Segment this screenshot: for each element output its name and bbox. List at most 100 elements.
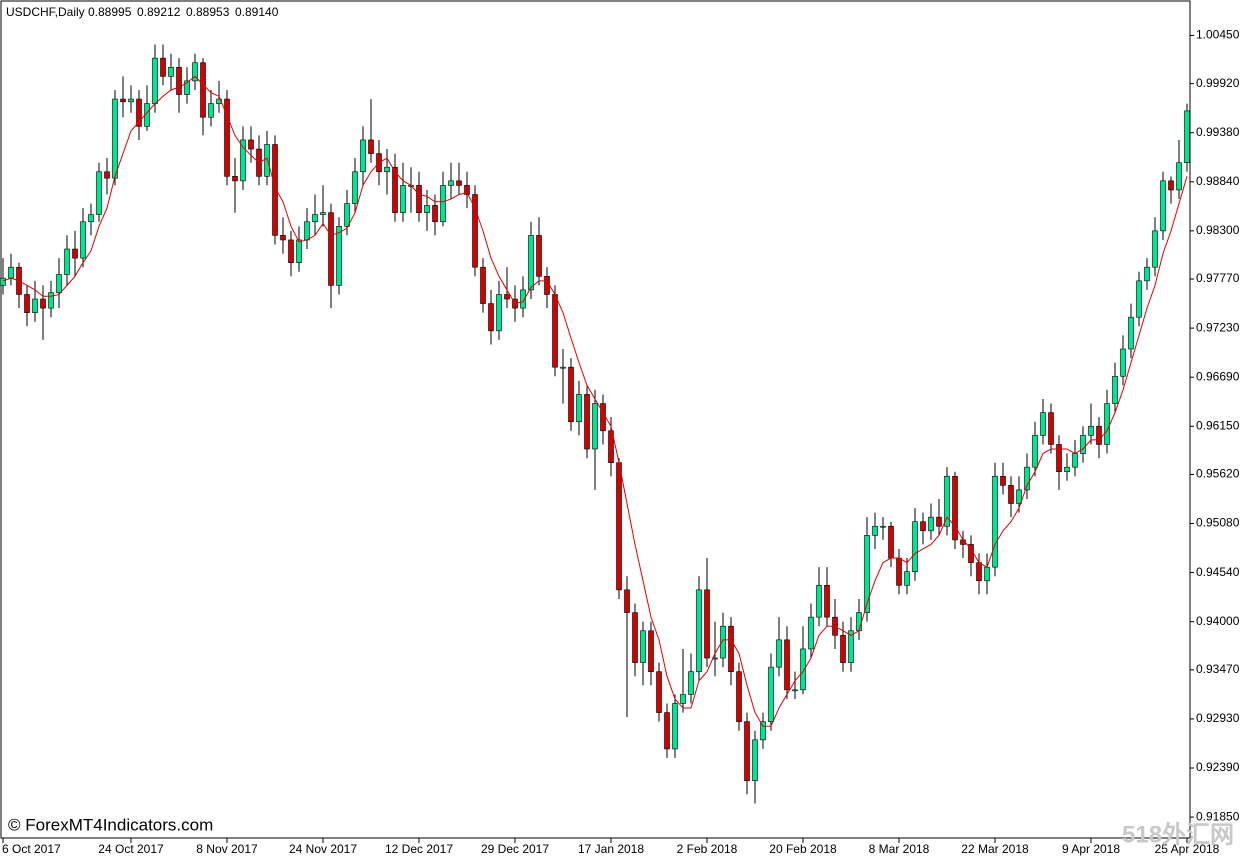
candle-body	[496, 294, 502, 332]
y-tick-label: 0.95080	[1196, 516, 1240, 530]
candle-body	[1136, 280, 1142, 318]
candle-body	[528, 235, 534, 291]
candle-body	[936, 516, 942, 527]
candle-body	[944, 475, 950, 527]
candle-body	[976, 562, 982, 582]
candle-body	[336, 226, 342, 286]
candle-body	[848, 630, 854, 663]
candle-body	[0, 277, 6, 286]
y-tick-label: 0.95620	[1196, 467, 1240, 481]
candle-body	[552, 294, 558, 368]
candle-body	[720, 625, 726, 659]
candle-body	[1032, 435, 1038, 468]
candle-body	[672, 703, 678, 750]
candle-body	[80, 221, 86, 259]
x-tick-label: 29 Dec 2017	[481, 842, 549, 856]
candle-body	[104, 171, 110, 179]
candle-body	[1144, 266, 1150, 282]
candle-body	[152, 57, 158, 104]
candle-body	[40, 298, 46, 309]
candle-body	[64, 248, 70, 275]
candle-body	[1048, 412, 1054, 445]
quote-values: 0.88995 0.89212 0.88953 0.89140	[88, 5, 279, 19]
candle-body	[56, 274, 62, 293]
candle-body	[768, 666, 774, 722]
candle-body	[464, 185, 470, 195]
moving-average	[2, 75, 1188, 727]
candle-body	[616, 462, 622, 591]
candle-body	[744, 721, 750, 782]
candle-body	[696, 589, 702, 672]
y-tick-label: 0.98300	[1196, 223, 1240, 237]
y-tick-label: 0.91850	[1196, 809, 1240, 823]
candle-body	[320, 212, 326, 215]
candle-body	[664, 712, 670, 750]
candle-body	[96, 171, 102, 215]
candle-body	[184, 80, 190, 95]
candle-body	[680, 694, 686, 704]
candle-body	[1040, 412, 1046, 436]
y-tick-label: 0.96690	[1196, 369, 1240, 383]
candle-body	[800, 648, 806, 691]
candle-body	[1008, 485, 1014, 504]
chart-title: USDCHF,Daily	[6, 5, 85, 19]
candle-body	[824, 585, 830, 618]
x-tick-label: 2 Feb 2018	[677, 842, 738, 856]
candle-body	[264, 144, 270, 177]
candle-body	[888, 525, 894, 559]
candle-body	[352, 171, 358, 204]
y-tick-label: 0.94540	[1196, 565, 1240, 579]
candle-body	[640, 630, 646, 663]
y-tick-label: 0.99920	[1196, 76, 1240, 90]
candle-body	[776, 639, 782, 668]
candle-body	[432, 205, 438, 223]
candle-body	[1184, 110, 1190, 163]
candle-body	[560, 366, 566, 369]
candle-body	[872, 525, 878, 536]
candle-body	[48, 292, 54, 309]
candle-body	[584, 394, 590, 450]
candle-body	[248, 139, 254, 150]
candle-body	[840, 635, 846, 663]
candle-body	[904, 571, 910, 586]
x-tick-label: 9 Apr 2018	[1062, 842, 1120, 856]
candle-body	[1112, 375, 1118, 404]
candle-body	[200, 62, 206, 118]
y-tick-label: 0.94000	[1196, 614, 1240, 628]
candle-body	[880, 525, 886, 528]
candle-body	[328, 212, 334, 286]
quote-high: 0.89212	[137, 5, 181, 19]
candle-body	[272, 144, 278, 236]
candle-body	[760, 721, 766, 741]
candle-body	[480, 266, 486, 304]
candle-body	[456, 180, 462, 186]
candle-body	[1024, 466, 1030, 491]
candle-body	[32, 298, 38, 313]
candle-body	[368, 139, 374, 154]
candle-body	[896, 557, 902, 586]
candle-body	[600, 403, 606, 432]
candle-body	[360, 139, 366, 173]
candle-body	[288, 239, 294, 263]
candle-body	[864, 535, 870, 613]
candle-body	[112, 98, 118, 179]
candle-body	[304, 221, 310, 241]
candle-body	[8, 266, 14, 279]
candle-body	[1128, 316, 1134, 350]
quote-open: 0.88995	[88, 5, 132, 19]
plot: 1.00450 0.99920 0.99380 0.98840 0.98300 0.977…	[0, 28, 1240, 856]
candle-body	[592, 403, 598, 450]
candle-body	[120, 98, 126, 103]
y-tick-label: 1.00450	[1196, 28, 1240, 42]
candle-body	[192, 62, 198, 82]
candle-body	[920, 521, 926, 532]
candle-body	[704, 589, 710, 659]
candle-body	[424, 205, 430, 213]
candle-body	[1152, 230, 1158, 268]
quote-low: 0.88953	[186, 5, 230, 19]
candle-body	[656, 671, 662, 713]
candle-body	[88, 214, 94, 223]
y-tick-label: 0.92930	[1196, 711, 1240, 725]
candle-body	[784, 639, 790, 691]
